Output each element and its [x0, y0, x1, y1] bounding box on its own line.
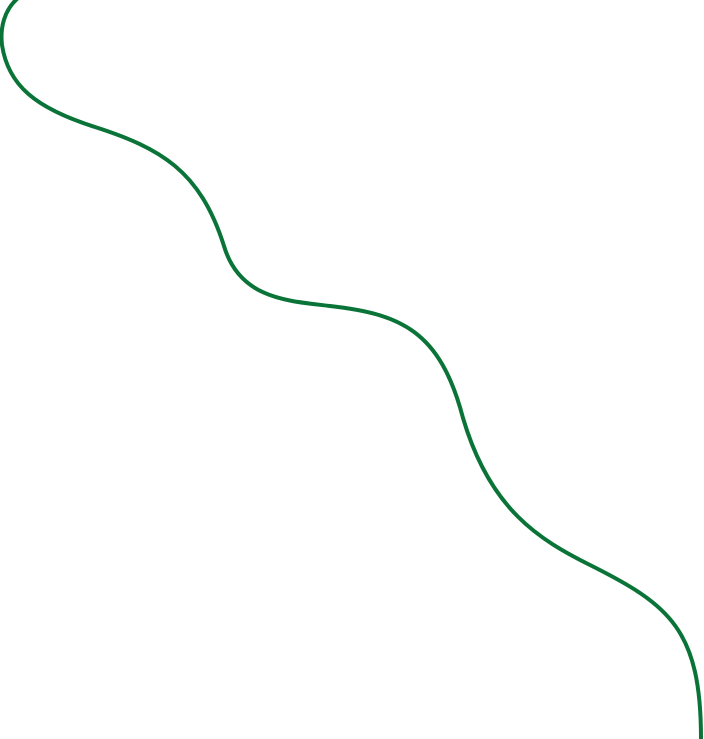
wavy-curve-line — [0, 0, 703, 739]
canvas — [0, 0, 703, 739]
decorative-curve-graphic — [0, 0, 703, 739]
